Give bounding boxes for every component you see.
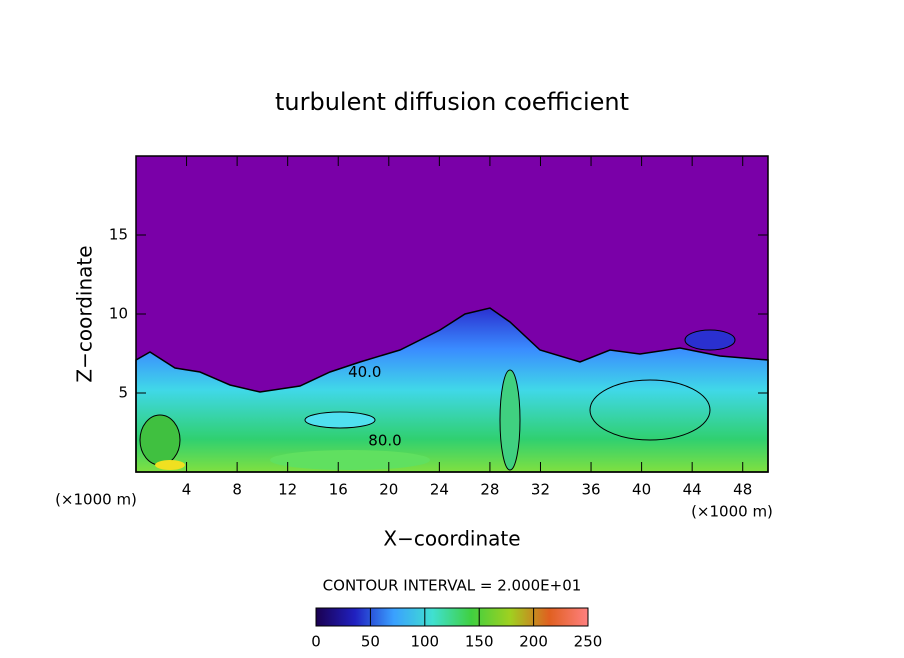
x-tick-label: 44 — [683, 481, 702, 499]
colorbar-tick-label: 150 — [465, 633, 494, 651]
colorbar — [315, 607, 589, 627]
field-patch — [270, 450, 430, 470]
colorbar-tick-label: 50 — [361, 633, 380, 651]
x-tick-label: 40 — [632, 481, 651, 499]
x-tick-label: 32 — [531, 481, 550, 499]
x-tick-label: 12 — [278, 481, 297, 499]
x-tick-label: 48 — [733, 481, 752, 499]
contour-interval: CONTOUR INTERVAL = 2.000E+01 — [323, 577, 582, 595]
contour-line — [139, 414, 181, 466]
y-axis-label: Z−coordinate — [73, 245, 97, 382]
colorbar-tick-label: 250 — [574, 633, 603, 651]
field-patch — [684, 329, 736, 351]
contour-line — [499, 369, 521, 471]
colorbar-tick-label: 100 — [410, 633, 439, 651]
x-tick-label: 28 — [480, 481, 499, 499]
contour-line — [589, 379, 711, 441]
y-tick-label: 10 — [109, 305, 128, 323]
contour-label: 80.0 — [368, 432, 401, 450]
x-tick-label: 20 — [379, 481, 398, 499]
field-patch — [155, 460, 185, 470]
field-region — [135, 307, 769, 473]
x-tick-label: 36 — [581, 481, 600, 499]
y-tick-label: 15 — [109, 226, 128, 244]
colorbar-tick-label: 0 — [311, 633, 321, 651]
chart-title: turbulent diffusion coefficient — [275, 88, 629, 116]
x-unit: (×1000 m) — [691, 503, 773, 521]
x-tick-label: 24 — [430, 481, 449, 499]
contour-line — [304, 411, 376, 429]
x-tick-label: 4 — [182, 481, 192, 499]
x-axis-label: X−coordinate — [383, 527, 520, 551]
colorbar-tick-label: 200 — [519, 633, 548, 651]
x-tick-label: 8 — [232, 481, 242, 499]
contour-label: 40.0 — [348, 363, 381, 381]
y-tick-label: 5 — [118, 384, 128, 402]
x-tick-label: 16 — [329, 481, 348, 499]
x-unit: (×1000 m) — [55, 491, 137, 509]
